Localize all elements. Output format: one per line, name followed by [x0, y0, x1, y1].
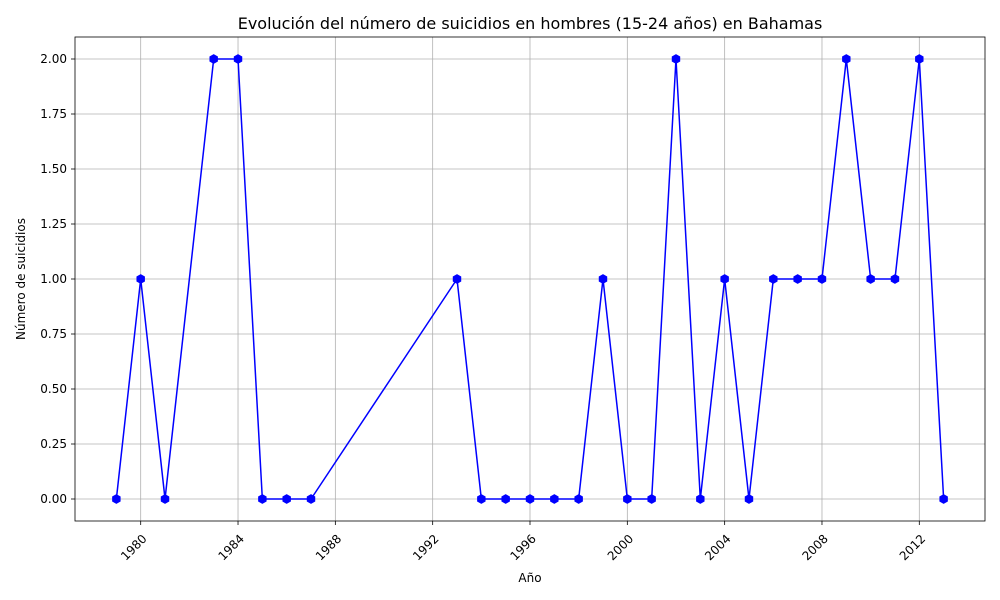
x-axis-label: Año: [518, 571, 541, 585]
y-tick-label: 0.00: [40, 492, 67, 506]
x-axis: 1980 1984 1988 1992 1996 2000 2004 2008 2012: [118, 521, 928, 563]
y-tick-label: 1.25: [40, 217, 67, 231]
y-axis: 0.00 0.25 0.50 0.75 1.00 1.25 1.50 1.75 2.00: [40, 52, 75, 506]
data-point: [258, 494, 267, 504]
data-point: [744, 494, 754, 504]
y-tick-label: 0.75: [40, 327, 67, 341]
x-tick-label: 2004: [702, 532, 733, 563]
data-point: [793, 274, 802, 284]
x-tick-label: 1996: [507, 532, 538, 563]
data-point: [890, 274, 900, 284]
data-point: [574, 494, 583, 504]
y-tick-label: 1.00: [40, 272, 67, 286]
data-markers: [112, 54, 948, 504]
data-point: [233, 54, 243, 64]
chart-title: Evolución del número de suicidios en hom…: [238, 14, 823, 33]
data-point: [939, 494, 948, 504]
data-point: [525, 494, 535, 504]
data-point: [817, 274, 827, 284]
x-tick-label: 1988: [313, 532, 344, 563]
data-point: [671, 54, 681, 64]
x-tick-label: 1984: [215, 532, 246, 563]
data-point: [209, 54, 218, 64]
data-point: [550, 494, 559, 504]
data-point: [282, 494, 291, 504]
data-point: [160, 494, 170, 504]
y-axis-label: Número de suicidios: [14, 218, 28, 340]
x-tick-label: 1992: [410, 532, 441, 563]
data-point: [112, 494, 121, 504]
data-point: [477, 494, 486, 504]
grid: [75, 37, 985, 521]
data-point: [623, 494, 632, 504]
x-tick-label: 2000: [605, 532, 636, 563]
data-point: [452, 274, 462, 284]
y-tick-label: 1.75: [40, 107, 67, 121]
data-point: [501, 494, 510, 504]
data-point: [842, 54, 851, 64]
data-point: [720, 274, 729, 284]
data-point: [769, 274, 778, 284]
y-tick-label: 1.50: [40, 162, 67, 176]
y-tick-label: 0.25: [40, 437, 67, 451]
data-point: [598, 274, 608, 284]
y-tick-label: 0.50: [40, 382, 67, 396]
x-tick-label: 1980: [118, 532, 149, 563]
data-point: [915, 54, 924, 64]
x-tick-label: 2008: [799, 532, 830, 563]
y-tick-label: 2.00: [40, 52, 67, 66]
data-point: [306, 494, 316, 504]
data-point: [647, 494, 656, 504]
data-point: [696, 494, 705, 504]
data-point: [136, 274, 145, 284]
x-tick-label: 2012: [897, 532, 928, 563]
data-point: [866, 274, 875, 284]
